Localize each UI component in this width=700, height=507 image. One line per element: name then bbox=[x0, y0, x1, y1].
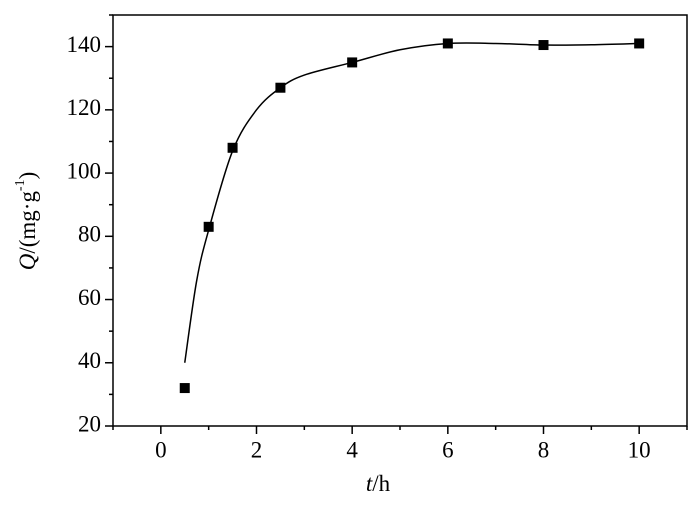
y-tick-label: 80 bbox=[78, 222, 101, 247]
plot-frame bbox=[112, 14, 688, 427]
y-tick-label: 120 bbox=[67, 95, 102, 120]
x-label-symbol: t bbox=[366, 471, 373, 496]
y-tick-label: 140 bbox=[67, 32, 102, 57]
data-point bbox=[203, 221, 214, 232]
data-point bbox=[227, 142, 238, 153]
y-label-unit: /(mg·g bbox=[15, 191, 40, 254]
y-tick-label: 60 bbox=[78, 285, 101, 310]
x-tick-label: 10 bbox=[628, 437, 651, 462]
x-tick-label: 8 bbox=[538, 437, 550, 462]
data-point bbox=[179, 383, 190, 394]
y-label-symbol: Q bbox=[15, 253, 40, 270]
x-axis-label: t/h bbox=[366, 471, 391, 496]
fit-line bbox=[184, 42, 640, 363]
y-label-exponent: -1 bbox=[13, 179, 28, 191]
x-label-unit: /h bbox=[372, 471, 390, 496]
x-tick-label: 6 bbox=[442, 437, 454, 462]
x-tick-label: 2 bbox=[251, 437, 263, 462]
y-tick-label: 100 bbox=[67, 158, 102, 183]
x-tick-label: 4 bbox=[346, 437, 358, 462]
y-axis-label: Q/(mg·g-1) bbox=[13, 172, 40, 271]
y-tick-label: 40 bbox=[78, 348, 101, 373]
y-tick-label: 20 bbox=[78, 411, 101, 436]
y-label-close: ) bbox=[15, 172, 40, 180]
x-tick-label: 0 bbox=[155, 437, 167, 462]
